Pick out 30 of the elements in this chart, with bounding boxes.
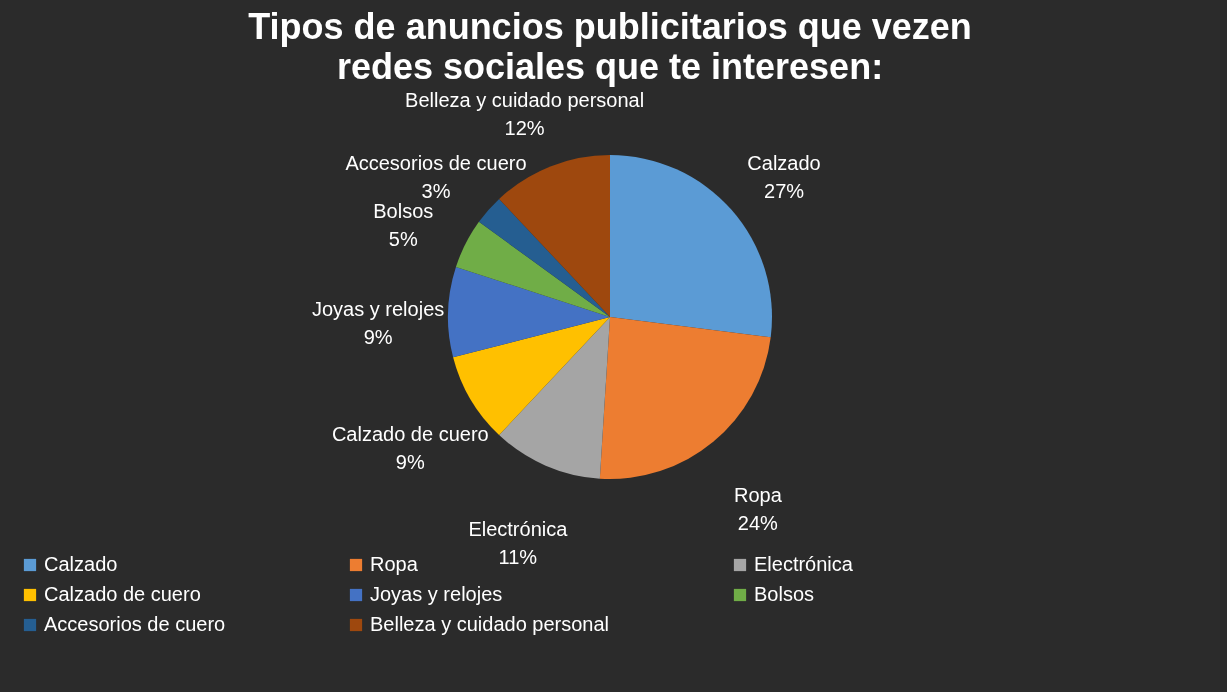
- slice-label: Calzado de cuero: [331, 423, 489, 446]
- legend-label: Accesorios de cuero: [44, 613, 226, 635]
- slice-label: Calzado: [747, 151, 821, 174]
- pie-slice: [455, 221, 610, 317]
- legend-label: Electrónica: [754, 553, 854, 575]
- legend-label: Belleza y cuidado personal: [370, 613, 610, 635]
- data-label: 5%: [388, 227, 418, 250]
- chart-title: Tipos de anuncios publicitarios que vezen redes sociales que te interesen:: [248, 6, 972, 88]
- pie-slice: [599, 317, 771, 479]
- slice-label: Joyas y relojes: [311, 297, 445, 320]
- data-label: 11%: [498, 545, 538, 568]
- data-label: 9%: [395, 451, 425, 474]
- legend-label: Ropa: [370, 553, 419, 575]
- data-label: 27%: [764, 179, 805, 202]
- legend-label: Calzado: [44, 553, 118, 575]
- data-label: 12%: [504, 117, 545, 140]
- legend-label: Bolsos: [754, 583, 815, 605]
- slice-label: Belleza y cuidado personal: [405, 89, 645, 112]
- slice-label: Electrónica: [468, 517, 569, 540]
- data-label: 9%: [363, 325, 393, 348]
- slice-label: Ropa: [733, 483, 783, 506]
- pie-slice: [499, 317, 610, 479]
- slice-label: Accesorios de cuero: [345, 151, 527, 174]
- legend-label: Joyas y relojes: [370, 583, 503, 605]
- legend-label: Calzado de cuero: [44, 583, 201, 605]
- data-label: 3%: [421, 179, 451, 202]
- pie-slice: [448, 266, 610, 358]
- data-label: 24%: [737, 511, 779, 534]
- pie-slice: [478, 198, 610, 317]
- slice-label: Bolsos: [373, 199, 434, 222]
